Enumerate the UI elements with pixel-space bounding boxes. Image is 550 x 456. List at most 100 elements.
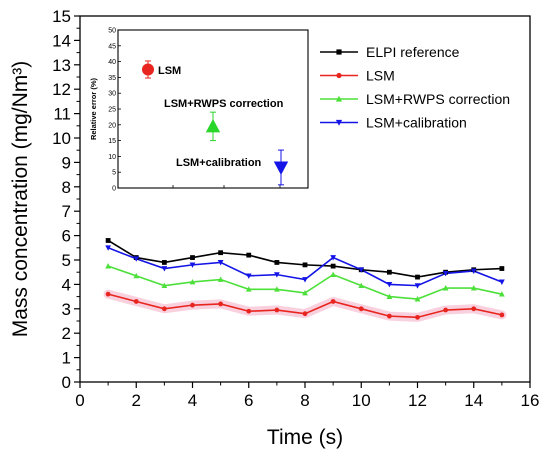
y-tick-label: 5	[62, 251, 71, 270]
data-point	[330, 255, 337, 261]
data-point	[386, 293, 393, 299]
data-point	[161, 260, 167, 265]
inset-chart: 0 5 10 15 20 25 30 35 40 45 50 Relative error (%) LS…	[89, 28, 309, 193]
data-point	[330, 271, 337, 278]
data-point	[386, 269, 392, 275]
inset-data-point	[273, 161, 289, 175]
data-point	[189, 262, 196, 268]
series-markers	[105, 238, 505, 320]
y-tick-label: 0	[62, 373, 71, 392]
data-point	[470, 285, 477, 291]
x-tick-label: 16	[521, 391, 540, 410]
x-tick-label: 12	[408, 391, 427, 410]
legend-swatch-marker	[336, 49, 342, 55]
y-tick-label: 2	[62, 324, 71, 343]
inset-y-tick-label: 25	[108, 107, 116, 114]
inset-y-tick-label: 50	[108, 28, 116, 35]
data-point	[245, 273, 252, 279]
legend-swatch-marker	[336, 72, 342, 79]
data-point	[498, 291, 505, 297]
data-point	[302, 289, 308, 296]
x-tick-label: 0	[75, 391, 84, 410]
data-point	[273, 286, 280, 292]
data-point	[415, 314, 420, 320]
series-line	[107, 239, 502, 278]
y-tick-label: 10	[52, 129, 71, 148]
inset-y-tick-label: 5	[112, 170, 116, 177]
y-tick-label: 15	[52, 7, 71, 26]
legend-label: LSM+RWPS correction	[366, 91, 510, 107]
data-point	[190, 255, 195, 260]
data-point	[217, 276, 224, 282]
data-point	[218, 301, 224, 307]
inset-point-label: LSM+calibration	[176, 157, 262, 169]
data-point	[246, 252, 252, 258]
inset-point-label: LSM	[158, 65, 181, 77]
y-tick-label: 9	[62, 153, 71, 172]
data-point	[161, 306, 167, 312]
x-tick-label: 4	[188, 391, 197, 410]
data-point	[442, 285, 449, 291]
data-point	[133, 272, 140, 279]
x-axis-title: Time (s)	[267, 426, 343, 449]
y-tick-label: 4	[62, 275, 71, 294]
y-tick-label: 11	[53, 105, 71, 124]
y-tick-label: 1	[62, 349, 71, 368]
data-point	[358, 267, 365, 273]
data-point	[498, 279, 505, 285]
inset-y-tick-label: 0	[112, 186, 116, 193]
data-point	[330, 299, 336, 304]
data-point	[274, 307, 280, 313]
legend-swatch-marker	[335, 119, 343, 126]
legend-label: LSM	[366, 68, 395, 84]
data-point	[302, 277, 308, 283]
data-point	[161, 282, 168, 289]
data-point	[133, 299, 139, 304]
data-point	[414, 296, 421, 302]
legend: ELPI reference LSM LSM+RWPS correction LSM+…	[320, 44, 510, 131]
data-point	[499, 312, 505, 318]
data-point	[302, 262, 308, 268]
y-axis-title: Mass concentration (mg/Nm³)	[9, 61, 32, 338]
data-point	[274, 260, 280, 265]
y-tick-label: 8	[62, 178, 71, 197]
x-tick-label: 6	[244, 391, 253, 410]
legend-swatch-marker	[335, 95, 343, 102]
data-point	[105, 245, 112, 251]
data-point	[386, 313, 392, 319]
legend-label: ELPI reference	[366, 44, 460, 60]
inset-y-axis-title: Relative error (%)	[89, 77, 98, 140]
data-point	[443, 307, 449, 313]
y-tick-label: 14	[52, 31, 71, 50]
data-point	[218, 250, 224, 256]
inset-data-point	[205, 118, 221, 133]
data-point	[470, 268, 477, 274]
inset-y-tick-label: 15	[108, 138, 116, 145]
x-tick-label: 2	[132, 391, 141, 410]
y-tick-label: 3	[62, 300, 71, 319]
y-tick-label: 12	[52, 80, 71, 99]
data-point	[499, 266, 505, 271]
data-point	[190, 302, 195, 308]
inset-y-tick-label: 45	[108, 43, 116, 50]
data-point	[161, 266, 168, 272]
inset-y-tick-label: 40	[108, 59, 116, 66]
y-tick-label: 7	[62, 202, 71, 221]
data-point	[442, 271, 449, 277]
inset-y-tick-label: 10	[108, 154, 116, 161]
data-point	[217, 260, 224, 266]
data-point	[414, 283, 421, 289]
x-tick-label: 8	[300, 391, 309, 410]
data-point	[246, 308, 252, 314]
data-point	[302, 311, 308, 317]
inset-y-tick-label: 20	[108, 122, 116, 129]
x-axis: 0 2 4 6 8 10 12 14 16	[75, 382, 540, 410]
y-tick-label: 13	[52, 56, 71, 75]
inset-point-label: LSM+RWPS correction	[164, 98, 284, 110]
x-tick-label: 10	[352, 391, 371, 410]
data-point	[330, 263, 336, 269]
inset-y-tick-label: 35	[108, 75, 116, 82]
data-point	[358, 282, 365, 289]
data-point	[189, 278, 196, 285]
